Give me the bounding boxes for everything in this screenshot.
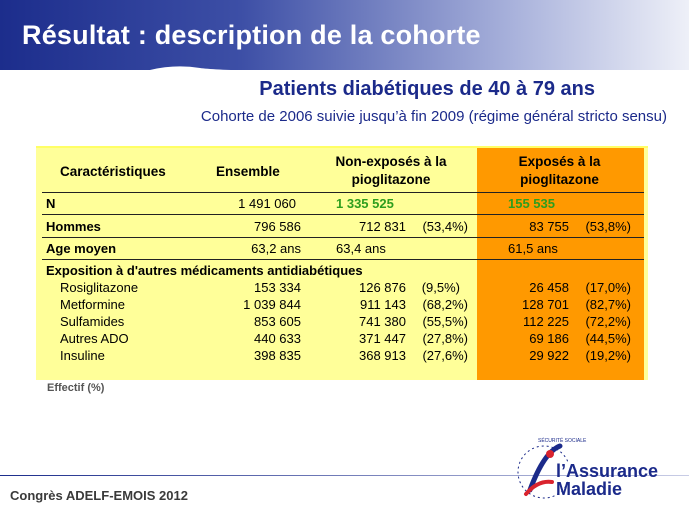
slide-title: Résultat : description de la cohorte (22, 20, 481, 50)
logo-ring-text: SÉCURITÉ SOCIALE (538, 438, 587, 444)
cell-exposes: 112 225 (522, 314, 569, 329)
cell-ensemble: 398 835 (254, 348, 301, 363)
cell-exposes: 29 922 (529, 348, 569, 363)
table-divider (42, 214, 644, 215)
cell-exposes-pct: (17,0%) (585, 280, 631, 295)
table-divider (42, 259, 644, 260)
cell-ensemble: 1 491 060 (238, 196, 296, 211)
cell-exposes: 61,5 ans (508, 241, 558, 256)
section-title: Exposition à d'autres médicaments antidi… (46, 263, 363, 278)
cell-non-exposes-pct: (27,6%) (422, 348, 468, 363)
row-label: N (46, 196, 56, 211)
cell-non-exposes-pct: (9,5%) (421, 280, 460, 295)
logo-line-1: l’Assurance (556, 461, 659, 481)
cell-exposes: 83 755 (529, 219, 569, 234)
cell-ensemble: 440 633 (254, 331, 301, 346)
cell-non-exposes: 911 143 (359, 297, 406, 312)
cell-ensemble: 796 586 (254, 219, 301, 234)
header-exposes-line2: pioglitazone (520, 172, 599, 187)
header-ensemble: Ensemble (216, 164, 280, 179)
footer-text: Congrès ADELF-EMOIS 2012 (10, 488, 188, 503)
cell-non-exposes-pct: (55,5%) (422, 314, 468, 329)
cell-ensemble: 1 039 844 (243, 297, 301, 312)
row-label: Sulfamides (60, 314, 125, 329)
table-divider (42, 237, 644, 238)
header-swoosh (0, 66, 689, 78)
cell-ensemble: 63,2 ans (251, 241, 301, 256)
header-non-exposes-line2: pioglitazone (351, 172, 431, 187)
table-divider (42, 192, 644, 193)
logo-text: l’Assurance Maladie (556, 462, 658, 498)
cell-ensemble: 153 334 (254, 280, 301, 295)
cell-exposes: 26 458 (529, 280, 569, 295)
cell-non-exposes: 126 876 (359, 280, 406, 295)
table-note: Effectif (%) (47, 382, 105, 394)
row-label: Age moyen (46, 241, 117, 256)
exposed-column-highlight (477, 146, 644, 380)
cell-non-exposes-pct: (27,8%) (422, 331, 468, 346)
cell-non-exposes: 741 380 (359, 314, 406, 329)
cell-ensemble: 853 605 (254, 314, 301, 329)
slide-subtitle: Patients diabétiques de 40 à 79 ans (259, 78, 595, 100)
logo-line-2: Maladie (556, 479, 623, 499)
cell-exposes: 128 701 (522, 297, 569, 312)
footer-divider (0, 475, 689, 476)
table-top-band (36, 146, 648, 148)
cell-non-exposes: 63,4 ans (336, 241, 386, 256)
cell-exposes: 155 535 (508, 196, 555, 211)
cohort-description: Cohorte de 2006 suivie jusqu’à fin 2009 … (200, 108, 667, 125)
cell-exposes-pct: (53,8%) (585, 219, 631, 234)
cohort-table: Caractéristiques Ensemble Non-exposés à … (36, 146, 648, 380)
cell-non-exposes-pct: (68,2%) (422, 297, 468, 312)
header-caracteristiques: Caractéristiques (60, 164, 166, 179)
cell-non-exposes-pct: (53,4%) (422, 219, 468, 234)
cell-exposes-pct: (19,2%) (585, 348, 631, 363)
row-label: Insuline (60, 348, 105, 363)
row-label: Autres ADO (60, 331, 129, 346)
cell-non-exposes: 712 831 (359, 219, 406, 234)
cell-exposes-pct: (44,5%) (585, 331, 631, 346)
cell-non-exposes: 368 913 (359, 348, 406, 363)
cell-non-exposes: 1 335 525 (336, 196, 394, 211)
header-band (0, 0, 689, 70)
cell-exposes-pct: (82,7%) (585, 297, 631, 312)
cell-exposes-pct: (72,2%) (585, 314, 631, 329)
row-label: Rosiglitazone (60, 280, 139, 295)
header-exposes-line1: Exposés à la (518, 154, 601, 169)
row-label: Hommes (46, 219, 101, 234)
row-label: Metformine (60, 297, 126, 312)
cell-exposes: 69 186 (529, 331, 569, 346)
assurance-maladie-logo-icon (517, 443, 568, 499)
cell-non-exposes: 371 447 (359, 331, 406, 346)
header-non-exposes-line1: Non-exposés à la (335, 154, 447, 169)
